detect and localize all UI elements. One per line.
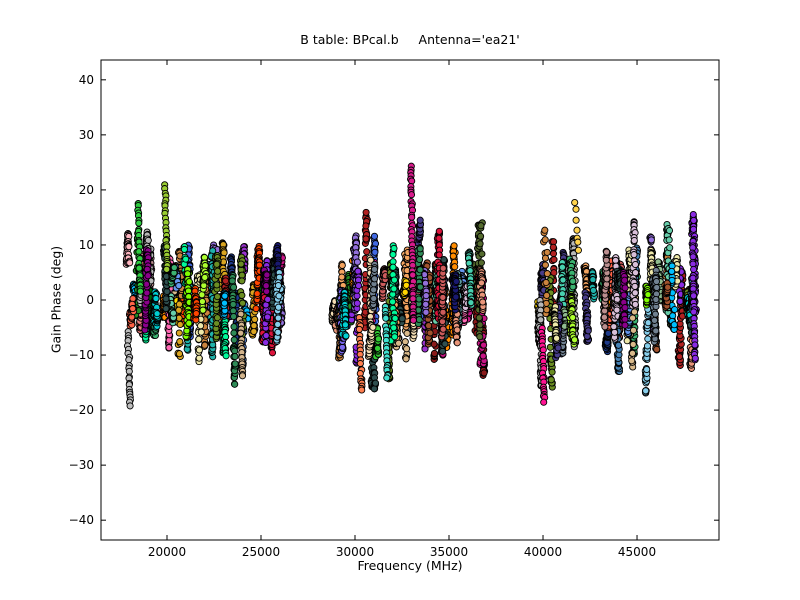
- x-tick-label: 25000: [241, 545, 281, 559]
- axis-ticks: [101, 60, 719, 540]
- x-axis-label: Frequency (MHz): [357, 558, 463, 573]
- y-tick-label: 0: [86, 293, 94, 307]
- y-tick-label: −40: [68, 513, 94, 527]
- y-tick-label: −10: [68, 348, 94, 362]
- y-tick-label: 10: [78, 238, 94, 252]
- y-tick-label: 40: [78, 73, 94, 87]
- y-tick-label: 30: [78, 128, 94, 142]
- y-tick-label: −20: [68, 403, 94, 417]
- x-tick-label: 20000: [147, 545, 187, 559]
- x-tick-label: 35000: [429, 545, 469, 559]
- x-tick-label: 45000: [617, 545, 657, 559]
- x-tick-label: 30000: [335, 545, 375, 559]
- y-tick-label: 20: [78, 183, 94, 197]
- chart-title: B table: BPcal.b Antenna='ea21': [300, 32, 520, 47]
- scatter-points: [122, 162, 700, 410]
- y-tick-label: −30: [68, 458, 94, 472]
- x-tick-label: 40000: [523, 545, 563, 559]
